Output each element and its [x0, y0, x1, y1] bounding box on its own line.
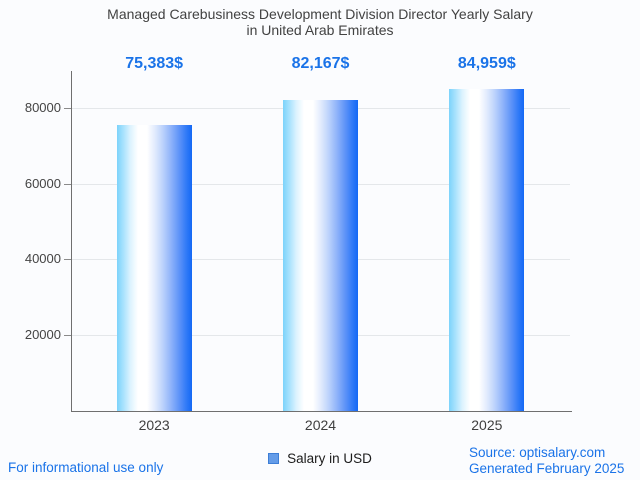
value-label-2024: 82,167$	[291, 55, 350, 72]
value-label-2023: 75,383$	[125, 55, 184, 72]
value-label-2025: 84,959$	[457, 55, 516, 72]
bar-2024[interactable]	[283, 99, 358, 411]
y-axis-tick	[64, 107, 71, 109]
bar-2025[interactable]	[449, 89, 525, 411]
chart-title-line1: Managed Carebusiness Development Divisio…	[107, 6, 533, 22]
x-axis-line	[71, 411, 572, 412]
generated-text: Generated February 2025	[469, 461, 625, 476]
y-axis-line	[71, 71, 72, 411]
y-axis-label: 80000	[24, 99, 61, 115]
y-axis-tick	[64, 335, 71, 337]
source-block: Source: optisalary.com Generated Februar…	[469, 445, 624, 477]
y-axis-label: 60000	[24, 175, 61, 191]
bar-2023[interactable]	[116, 125, 192, 411]
legend-label: Salary in USD	[287, 451, 372, 466]
y-axis-label: 40000	[24, 251, 61, 267]
y-axis-tick	[64, 259, 71, 261]
legend-swatch-icon	[268, 453, 280, 464]
x-axis-category-2023: 2023	[138, 417, 170, 433]
x-axis-category-2025: 2025	[471, 417, 503, 433]
y-axis-tick	[64, 183, 71, 185]
disclaimer-text: For informational use only	[8, 460, 164, 475]
source-text: Source: optisalary.com	[469, 445, 606, 460]
chart-title: Managed Carebusiness Development Divisio…	[0, 6, 640, 38]
chart-title-line2: in United Arab Emirates	[246, 22, 394, 38]
chart-legend: Salary in USD	[0, 451, 640, 466]
x-axis-category-2024: 2024	[304, 417, 337, 433]
y-axis-label: 20000	[24, 327, 61, 343]
